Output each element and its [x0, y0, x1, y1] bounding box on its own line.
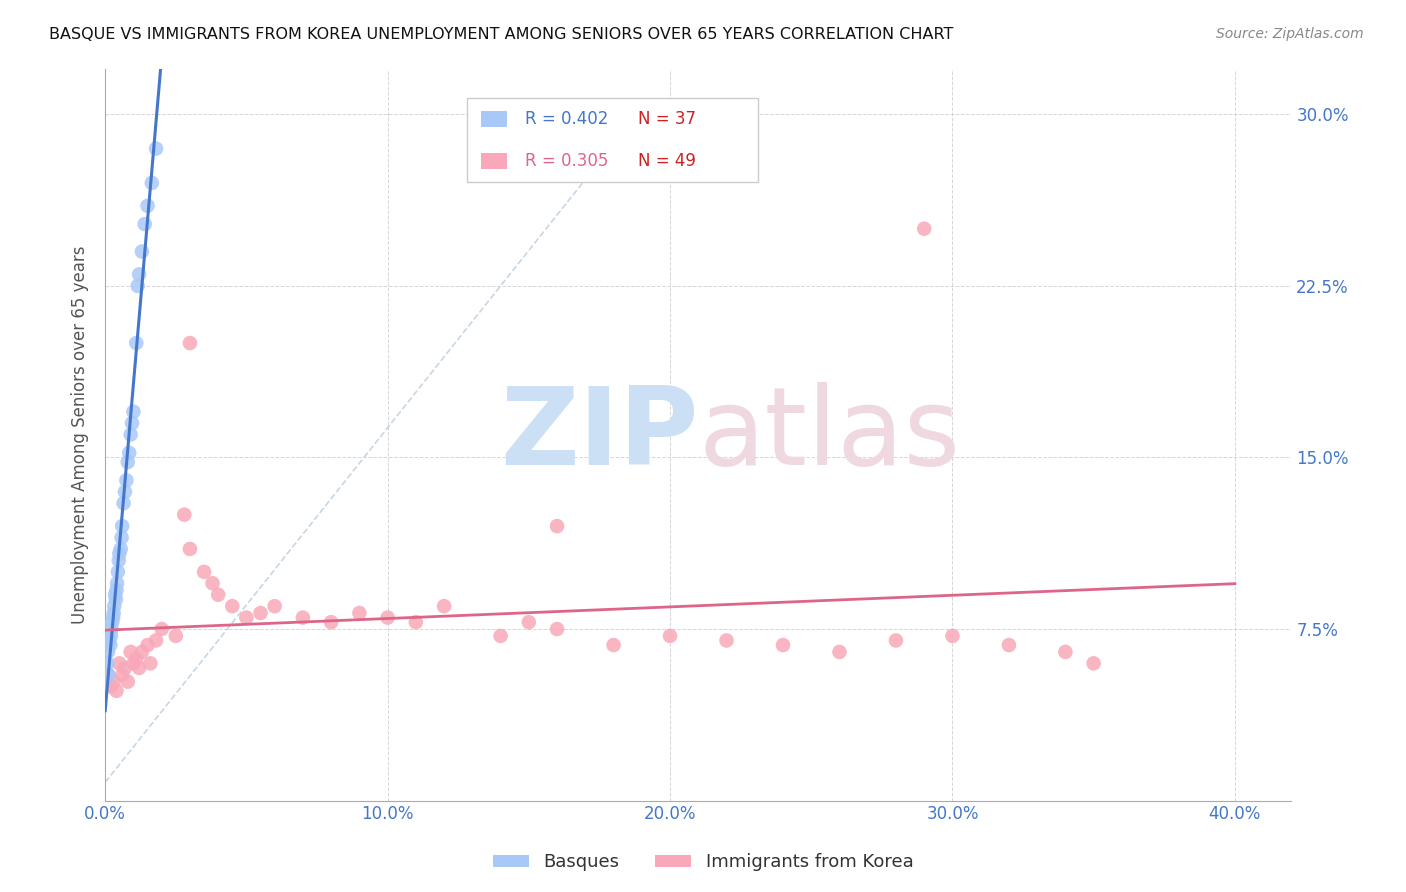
Point	[108, 657, 131, 671]
Point	[104, 592, 127, 607]
Point	[100, 629, 122, 643]
Point	[772, 638, 794, 652]
Point	[165, 629, 187, 643]
Text: atlas: atlas	[699, 382, 960, 488]
Point	[128, 661, 150, 675]
Point	[128, 268, 150, 282]
Point	[110, 541, 132, 556]
Point	[131, 645, 153, 659]
FancyBboxPatch shape	[481, 153, 508, 169]
Point	[104, 588, 127, 602]
Point	[134, 217, 156, 231]
Point	[98, 638, 121, 652]
Point	[207, 588, 229, 602]
Point	[118, 446, 141, 460]
Point	[120, 427, 142, 442]
Point	[100, 622, 122, 636]
Point	[150, 622, 173, 636]
Point	[115, 473, 138, 487]
Point	[884, 633, 907, 648]
Point	[145, 142, 167, 156]
Text: R = 0.402: R = 0.402	[524, 110, 609, 128]
Point	[112, 496, 135, 510]
Point	[1054, 645, 1077, 659]
Point	[122, 657, 145, 671]
Point	[1083, 657, 1105, 671]
Text: N = 49: N = 49	[638, 152, 696, 170]
Point	[127, 278, 149, 293]
Legend: Basques, Immigrants from Korea: Basques, Immigrants from Korea	[485, 847, 921, 879]
Point	[659, 629, 682, 643]
Point	[122, 405, 145, 419]
Point	[263, 599, 285, 614]
Point	[433, 599, 456, 614]
Point	[96, 657, 118, 671]
Y-axis label: Unemployment Among Seniors over 65 years: Unemployment Among Seniors over 65 years	[72, 245, 89, 624]
Point	[125, 336, 148, 351]
Point	[489, 629, 512, 643]
Point	[105, 576, 128, 591]
Point	[105, 583, 128, 598]
Point	[349, 606, 371, 620]
Point	[517, 615, 540, 629]
Point	[145, 633, 167, 648]
Point	[912, 221, 935, 235]
Point	[136, 199, 159, 213]
Point	[125, 652, 148, 666]
Text: BASQUE VS IMMIGRANTS FROM KOREA UNEMPLOYMENT AMONG SENIORS OVER 65 YEARS CORRELA: BASQUE VS IMMIGRANTS FROM KOREA UNEMPLOY…	[49, 27, 953, 42]
Point	[101, 610, 124, 624]
Point	[121, 416, 143, 430]
Point	[235, 610, 257, 624]
Point	[716, 633, 738, 648]
Point	[291, 610, 314, 624]
Point	[114, 484, 136, 499]
Point	[107, 553, 129, 567]
Point	[117, 455, 139, 469]
Point	[377, 610, 399, 624]
Text: Source: ZipAtlas.com: Source: ZipAtlas.com	[1216, 27, 1364, 41]
Point	[193, 565, 215, 579]
Point	[131, 244, 153, 259]
Point	[108, 547, 131, 561]
Point	[120, 645, 142, 659]
Point	[139, 657, 162, 671]
Point	[100, 679, 122, 693]
Point	[405, 615, 427, 629]
Point	[179, 336, 201, 351]
Point	[546, 622, 568, 636]
Text: R = 0.305: R = 0.305	[524, 152, 609, 170]
Point	[141, 176, 163, 190]
Point	[201, 576, 224, 591]
Point	[114, 661, 136, 675]
Point	[105, 683, 128, 698]
Point	[117, 674, 139, 689]
Point	[97, 667, 120, 681]
Point	[111, 667, 134, 681]
Point	[602, 638, 624, 652]
Point	[136, 638, 159, 652]
Point	[546, 519, 568, 533]
Text: ZIP: ZIP	[499, 382, 699, 488]
Point	[998, 638, 1021, 652]
Point	[103, 674, 125, 689]
FancyBboxPatch shape	[481, 111, 508, 127]
Point	[103, 606, 125, 620]
Point	[173, 508, 195, 522]
Point	[110, 531, 132, 545]
Text: N = 37: N = 37	[638, 110, 696, 128]
Point	[828, 645, 851, 659]
Point	[111, 519, 134, 533]
Point	[941, 629, 963, 643]
Point	[101, 615, 124, 629]
Point	[97, 667, 120, 681]
Point	[103, 599, 125, 614]
Point	[98, 633, 121, 648]
Point	[107, 565, 129, 579]
Point	[221, 599, 243, 614]
FancyBboxPatch shape	[467, 98, 758, 182]
Point	[321, 615, 343, 629]
Point	[179, 541, 201, 556]
Point	[249, 606, 271, 620]
Point	[97, 645, 120, 659]
